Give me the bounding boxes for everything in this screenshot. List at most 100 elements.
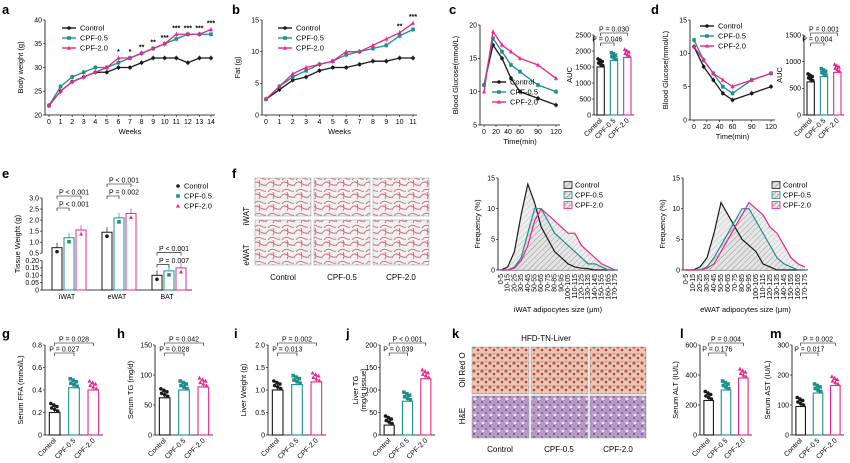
chart-d-point [720,77,725,82]
chart-e-data-point [155,277,159,282]
chart-h-data-point [200,377,205,382]
chart-b-x-tick-label: 6 [344,119,348,126]
chart-b-legend-label: Control [296,24,321,33]
he-cpf05-image [530,395,589,439]
chart-m-data-point [815,383,820,388]
chart-e-p-value: P < 0.001 [159,246,189,253]
chart-c-auc-data-point [626,49,631,54]
chart-h-data-point [201,381,206,386]
chart-d-legend-label: Control [718,22,743,31]
chart-m-data-point [832,375,837,380]
chart-b-significance-star: ** [397,24,403,31]
chart-g-y-label: Serum FFA (mmol/L) [16,355,25,425]
chart-g-data-point [69,381,73,386]
chart-g-bar [68,387,80,436]
chart-a-significance-star: * [117,49,120,56]
chart-e-significance-bracket [56,195,82,199]
chart-f-iwat-x-tick-label: 50-55 [532,274,539,292]
iwat-cpf05-image [313,177,371,217]
chart-f-iwat-legend-label: CPF-2.0 [575,201,603,210]
chart-b-x-tick-label: 5 [331,119,335,126]
chart-f-ewat-x-tick-label: 10-15 [690,274,697,292]
chart-l-significance-bracket [708,342,744,346]
chart-a-x-tick-label: 8 [140,119,144,126]
chart-f-ewat-x-tick-label: 120-125 [767,274,774,300]
chart-j-data-point [389,417,394,421]
chart-j-data-point [386,415,391,420]
chart-e-legend-label: CPF-0.5 [184,192,212,201]
chart-j-y-tick-label: 100 [365,387,377,394]
chart-a-significance-star: ** [139,44,145,51]
chart-g-p-value: P = 0.028 [59,337,89,344]
chart-f-iwat-legend-label: Control [575,181,600,190]
chart-b-x-tick-label: 10 [396,119,404,126]
row-label-oil-red-o: Oil Red O [458,352,467,387]
chart-m-data-point [835,377,840,382]
chart-g-data-point [90,380,95,385]
chart-d-x-tick-label: 0 [692,124,696,131]
chart-c-auc-data-point [623,51,628,55]
chart-d-point [730,98,735,102]
chart-i-data-point [311,375,316,379]
chart-m-data-point [798,397,802,401]
chart-m-y-tick-label: 100 [777,402,789,409]
ewat-control-image [254,219,312,266]
chart-e-legend-marker [176,184,180,188]
chart-m-data-point [812,382,817,386]
chart-m-data-point [795,395,800,400]
chart-c-auc-data-point [609,50,614,55]
chart-m-bar [830,384,841,436]
chart-m-y-tick-label: 200 [777,372,789,379]
chart-c-legend-label: Control [510,78,535,87]
chart-e-p-value: P = 0.002 [109,190,139,197]
chart-c-auc-data-point [611,52,616,56]
chart-f-ewat-x-tick-label: 40-45 [711,274,718,292]
chart-c-legend-label: CPF-2.0 [510,98,538,107]
chart-m-y-tick-label: 0 [785,432,789,439]
chart-d-y-tick-label: 0 [683,117,687,124]
histology-panel-k: HFD-TN-Liver Oil Red O H&E Control CPF-0… [458,334,647,454]
chart-h-data-point [203,378,208,383]
chart-i-p-value: P = 0.013 [272,347,302,354]
chart-f-ewat-y-tick-label: 0 [676,267,680,274]
chart-d-auc-data-point [823,69,828,74]
chart-a-significance-star: * [129,49,132,56]
chart-i-y-tick-label: 2.0 [255,342,265,349]
oilred-cpf05-image [530,346,589,395]
ewat-cpf20-image [372,219,430,266]
chart-l-significance-bracket [708,352,727,356]
chart-a-x-tick-label: 10 [161,119,169,126]
chart-a-point [151,56,155,60]
chart-a-point [116,65,121,70]
chart-d-y-tick-label: 5 [683,84,687,91]
oilred-cpf20-image [589,346,647,395]
chart-i-data-point [297,376,302,381]
chart-b-series-line [265,57,413,100]
chart-f-ewat-x-tick-label: 80-85 [739,274,746,292]
chart-a-point [162,41,167,46]
chart-c-auc-data-point [614,57,618,62]
chart-f-iwat-x-tick-label: 110-115 [572,274,579,299]
chart-i-data-point [316,373,321,378]
chart-f-iwat-legend-swatch [563,201,573,209]
chart-j-data-point [420,367,425,372]
chart-j-data-point [405,396,410,401]
chart-h-data-point [185,386,189,391]
chart-e-y-tick-label: 2.0 [29,217,39,224]
chart-e-legend-marker [176,194,180,198]
chart-f-ewat-y-tick-label: 15 [672,175,680,182]
chart-j-y-tick-label: 50 [369,410,377,417]
chart-c-point [554,103,558,107]
chart-c-auc-data-point [600,59,605,64]
histology-panel-f: iWAT eWAT Control CPF-0.5 CPF-2.0 [242,177,430,282]
panel-label-j: j [345,326,350,341]
chart-d-point [730,84,735,89]
chart-c-x-tick-label: 40 [504,129,512,136]
chart-c-point [518,89,522,94]
chart-e-p-value: P = 0.007 [159,258,189,265]
chart-j-y-tick-label: 200 [365,342,377,349]
chart-e-significance-bracket [106,183,132,187]
chart-a-legend-label: CPF-2.0 [80,44,108,53]
chart-b-y-label: Fat (g) [233,56,242,79]
chart-d-auc-data-point [832,62,837,66]
